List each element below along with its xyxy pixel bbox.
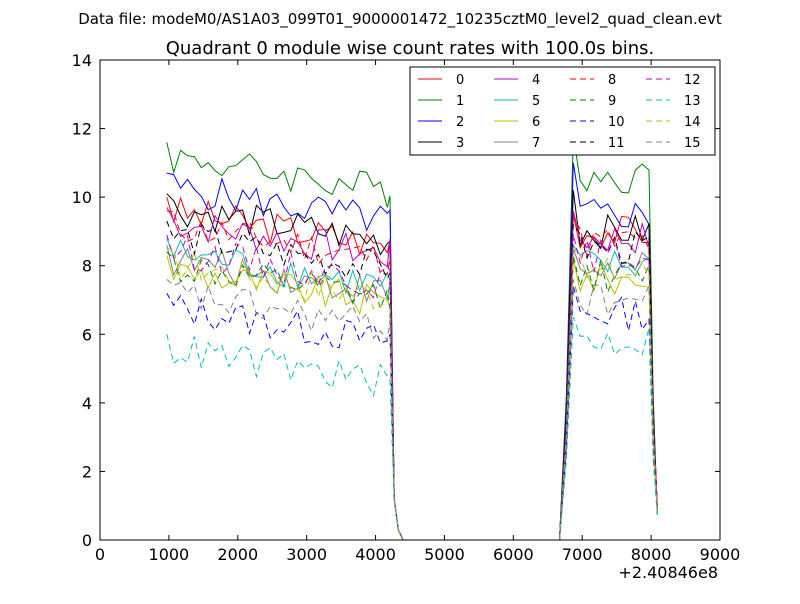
legend-label-13: 13 [684, 94, 701, 109]
legend-label-9: 9 [608, 94, 616, 109]
y-tick-label: 8 [82, 257, 92, 276]
series-layer [166, 135, 658, 541]
series-line-14 [166, 247, 658, 541]
legend-label-2: 2 [456, 115, 464, 130]
series-line-11 [166, 220, 658, 541]
chart-suptitle: Data file: modeM0/AS1A03_099T01_90000014… [78, 10, 722, 29]
series-line-12 [166, 234, 658, 541]
y-tick-label: 12 [72, 120, 92, 139]
x-tick-label: 4000 [355, 545, 396, 564]
series-line-7 [166, 244, 658, 541]
legend-label-12: 12 [684, 73, 701, 88]
y-tick-label: 4 [82, 394, 92, 413]
y-tick-label: 14 [72, 51, 92, 70]
y-tick-label: 10 [72, 188, 92, 207]
legend-label-0: 0 [456, 73, 464, 88]
series-line-13 [166, 316, 658, 541]
legend-label-8: 8 [608, 73, 616, 88]
legend-label-11: 11 [608, 136, 625, 151]
x-tick-label: 1000 [149, 545, 190, 564]
legend-label-7: 7 [532, 136, 540, 151]
legend-label-6: 6 [532, 115, 540, 130]
chart-title: Quadrant 0 module wise count rates with … [166, 38, 655, 59]
series-line-15 [166, 279, 658, 541]
x-axis-offset-label: +2.40846e8 [618, 563, 718, 582]
plot-frame [99, 59, 721, 541]
x-tick-label: 3000 [286, 545, 327, 564]
y-tick-label: 2 [82, 462, 92, 481]
legend-label-14: 14 [684, 115, 701, 130]
axes-layer: 0 1000 2000 3000 4000 5000 6000 7000 8000 9000 0 2 4… [72, 51, 741, 564]
legend-label-3: 3 [456, 136, 464, 151]
y-tick-label: 6 [82, 325, 92, 344]
x-tick-label: 8000 [631, 545, 672, 564]
legend-label-15: 15 [684, 136, 701, 151]
series-line-8 [166, 210, 658, 541]
series-line-2 [166, 162, 658, 541]
x-tick-label: 9000 [700, 545, 741, 564]
x-tick-label: 2000 [217, 545, 258, 564]
series-line-9 [166, 251, 658, 541]
x-tick-label: 0 [95, 545, 105, 564]
y-tick-label: 0 [82, 531, 92, 550]
legend-label-10: 10 [608, 115, 625, 130]
series-line-1 [166, 135, 658, 541]
series-line-3 [166, 190, 658, 541]
series-line-4 [166, 207, 658, 541]
legend-label-5: 5 [532, 94, 540, 109]
x-tick-label: 6000 [493, 545, 534, 564]
series-line-5 [166, 238, 658, 541]
legend-frame [409, 66, 716, 156]
series-line-0 [166, 196, 658, 541]
x-tick-label: 7000 [562, 545, 603, 564]
legend-label-4: 4 [532, 73, 540, 88]
x-tick-label: 5000 [424, 545, 465, 564]
legend-label-1: 1 [456, 94, 464, 109]
series-line-10 [166, 286, 658, 541]
series-line-6 [166, 255, 658, 541]
